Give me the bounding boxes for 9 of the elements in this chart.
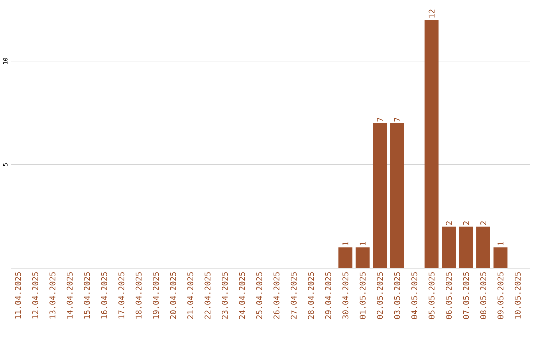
bar [338, 248, 353, 268]
bar [373, 123, 388, 268]
bar [424, 20, 439, 268]
bar [459, 226, 474, 268]
bar [356, 248, 370, 268]
bar [476, 226, 490, 268]
bar [442, 226, 456, 268]
bar [390, 123, 404, 268]
bar [494, 248, 508, 268]
